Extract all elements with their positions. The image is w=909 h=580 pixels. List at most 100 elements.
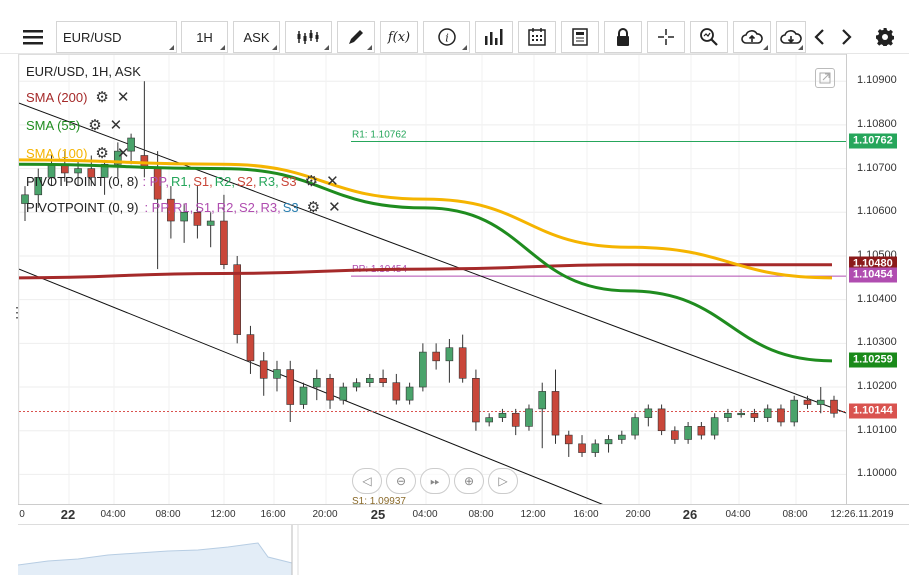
price-tick-label: 1.10200 <box>857 380 897 393</box>
candle-body <box>299 386 308 405</box>
candle-body <box>445 347 454 362</box>
download-button[interactable] <box>776 21 806 53</box>
legend-sma200[interactable]: SMA (200) <box>26 89 88 105</box>
legend-sma200-row: SMA (200) ⚙ ✕ <box>26 88 129 106</box>
candle-body <box>578 443 586 453</box>
price-tick-label: 1.10800 <box>857 117 897 130</box>
time-tick-label: 12:00 <box>210 509 236 520</box>
chart-type-button[interactable] <box>285 21 332 53</box>
close-icon[interactable]: ✕ <box>109 117 123 134</box>
pivot-level-r1: R1, <box>170 173 192 189</box>
candle-body <box>644 408 653 418</box>
time-tick-label: 04:00 <box>100 509 126 520</box>
next-button[interactable]: ▷ <box>488 468 518 494</box>
candle-body <box>618 434 626 440</box>
upload-button[interactable] <box>733 21 771 53</box>
dropdown-corner-icon <box>324 45 329 50</box>
calendar-icon <box>528 28 546 46</box>
gear-icon[interactable]: ⚙ <box>306 199 321 216</box>
legend-pivot1[interactable]: PIVOTPOINT (0, 8) <box>26 173 139 189</box>
close-icon[interactable]: ✕ <box>116 89 130 106</box>
price-tag: 1.10259 <box>849 352 897 368</box>
navigator-svg <box>17 525 299 575</box>
scroll-right-button[interactable] <box>835 21 859 53</box>
gear-icon[interactable]: ⚙ <box>95 145 109 162</box>
price-tick-label: 1.10100 <box>857 423 897 436</box>
candle-body <box>525 408 533 427</box>
draw-tool-button[interactable] <box>337 21 375 53</box>
time-tick-label: 25 <box>370 507 386 522</box>
menu-button[interactable] <box>14 21 52 53</box>
cloud-upload-icon <box>741 30 763 44</box>
symbol-selector[interactable]: EUR/USD <box>56 21 177 53</box>
candle-body <box>34 177 43 196</box>
lock-button[interactable] <box>604 21 642 53</box>
crosshair-button[interactable] <box>647 21 685 53</box>
candle-body <box>286 369 295 405</box>
pivot-level-r1: R1, <box>172 199 194 215</box>
zoom-button[interactable] <box>690 21 728 53</box>
info-icon: i <box>437 28 456 46</box>
legend-pivot2[interactable]: PIVOTPOINT (0, 9) <box>26 199 139 215</box>
close-icon[interactable]: ✕ <box>116 145 130 162</box>
news-button[interactable] <box>561 21 599 53</box>
settings-button[interactable] <box>870 21 900 53</box>
dropdown-corner-icon <box>763 45 768 50</box>
candle-body <box>114 150 122 165</box>
legend-sma55[interactable]: SMA (55) <box>26 117 81 133</box>
pencil-icon <box>349 30 363 44</box>
pivot-level-s1: S1, <box>193 173 213 189</box>
chevron-right-icon <box>842 29 852 45</box>
price-plot[interactable]: R1: 1.10762 PP: 1.10454 S1: 1.09937 <box>18 54 850 507</box>
legend-sma100[interactable]: SMA (100) <box>26 145 88 161</box>
drag-handle-icon[interactable]: ⋮ <box>10 304 24 320</box>
info-button[interactable]: i <box>423 21 470 53</box>
legend-sma55-row: SMA (55) ⚙ ✕ <box>26 116 122 134</box>
price-tick-label: 1.10600 <box>857 205 897 218</box>
time-tick-label: 08:00 <box>782 509 808 520</box>
candle-body <box>312 378 321 388</box>
candle-body <box>777 408 785 423</box>
fit-button[interactable]: ⏩︎ <box>420 468 450 494</box>
scroll-left-button[interactable] <box>807 21 831 53</box>
time-tick-label: 16:00 <box>573 509 599 520</box>
gear-icon[interactable]: ⚙ <box>88 117 102 134</box>
prev-button[interactable]: ◁ <box>352 468 382 494</box>
candle-body <box>697 426 706 436</box>
price-type-selector[interactable]: ASK <box>233 21 280 53</box>
zoom-in-button[interactable]: ⊕ <box>454 468 484 494</box>
price-axis[interactable]: 1.10900 1.10800 1.10700 1.10600 1.10500 1.104… <box>846 54 909 504</box>
close-icon[interactable]: ✕ <box>326 173 339 190</box>
crosshair-icon <box>658 29 674 45</box>
candle-body <box>737 412 745 416</box>
chart-area[interactable]: R1: 1.10762 PP: 1.10454 S1: 1.09937 ⋮ EUR/… <box>0 54 909 575</box>
candlestick-icon <box>297 30 318 44</box>
pivot-level-s2: S2, <box>236 173 257 189</box>
candle-body <box>366 378 374 383</box>
candle-body <box>87 168 96 178</box>
candle-body <box>326 378 334 401</box>
navigator[interactable] <box>17 524 909 575</box>
candle-body <box>750 412 759 418</box>
trend-line-lower <box>18 268 605 506</box>
indicators-button[interactable]: f(x) <box>380 21 418 53</box>
time-axis[interactable]: 0 22 04:00 08:00 12:00 16:00 20:00 25 04:00 08:00… <box>18 504 909 524</box>
popout-icon[interactable] <box>815 68 835 88</box>
chevron-left-icon <box>814 29 824 45</box>
zoom-icon <box>700 28 718 46</box>
candle-body <box>193 211 202 226</box>
chart-nav-buttons: ◁ ⊖ ⏩︎ ⊕ ▷ <box>352 468 518 494</box>
pivot-level-r3: R3, <box>258 173 279 189</box>
calendar-button[interactable] <box>518 21 556 53</box>
gear-icon[interactable]: ⚙ <box>95 89 109 106</box>
close-icon[interactable]: ✕ <box>328 199 341 216</box>
zoom-out-button[interactable]: ⊖ <box>386 468 416 494</box>
dropdown-corner-icon <box>272 45 277 50</box>
volume-button[interactable] <box>475 21 513 53</box>
timeframe-label: 1H <box>196 29 213 45</box>
pivot-level-r3: R3, <box>260 199 281 215</box>
gear-icon[interactable]: ⚙ <box>304 173 319 190</box>
gear-icon <box>876 28 894 46</box>
timeframe-selector[interactable]: 1H <box>181 21 228 53</box>
candle-body <box>657 408 666 432</box>
